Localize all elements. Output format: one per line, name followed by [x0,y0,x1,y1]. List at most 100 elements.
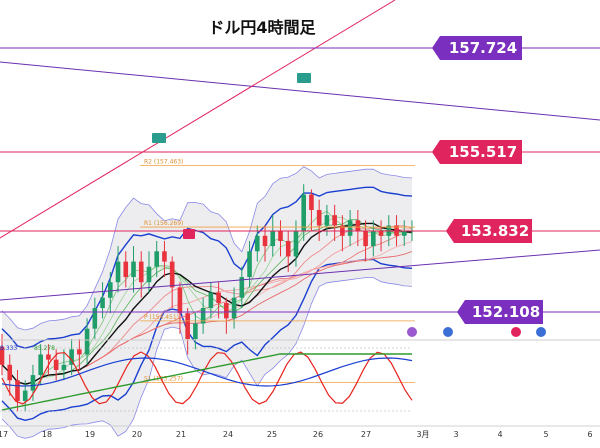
event-icon [407,327,417,337]
candle-body [84,328,90,355]
candle-body [131,261,136,278]
x-tick-label: 19 [85,430,95,439]
candle-body [355,220,361,231]
pivot-label: R2 (157.463) [144,158,183,165]
candle-body [169,261,175,288]
candle-body [46,354,51,360]
osc-value-label: 85.278 [34,345,55,352]
candle-body [38,354,43,376]
candle-body [138,261,144,283]
candle-body [146,266,152,283]
candle-body [371,230,376,247]
bollinger-band-fill [2,166,412,439]
x-tick-label: 3月 [416,430,429,439]
candle-body [332,215,337,226]
candle-body [401,230,407,236]
x-tick-label: 3 [453,430,458,439]
candle-body [30,375,36,391]
candle-body [123,261,129,278]
chart-title: ドル円4時間足 [208,18,316,37]
x-tick-label: 17 [0,430,8,439]
candlesticks [0,184,415,412]
price-badge-label: 155.517 [449,143,517,161]
signal-marker [183,229,195,239]
candle-body [193,323,198,339]
candle-body [309,194,314,210]
oscillator-panel: 8.333 85.278 [0,339,600,412]
candle-body [301,194,306,231]
candle-body [115,261,121,283]
candle-body [324,215,330,226]
signal-marker [152,133,166,143]
candle-body [53,359,59,370]
x-tick-label: 27 [361,430,371,439]
band-area [2,166,412,439]
candle-body [154,251,160,267]
candle-body [216,292,221,303]
candle-body [0,346,5,365]
candle-body [378,230,384,236]
x-tick-label: 18 [42,430,52,439]
event-icon [511,327,521,337]
candle-body [231,297,237,319]
candle-body [92,308,98,329]
candle-body [69,349,74,365]
price-badge [432,140,522,164]
candle-body [254,235,260,252]
candle-body [239,277,245,298]
price-badge [446,219,532,243]
candle-body [177,287,183,314]
candle-body [162,251,167,262]
candle-body [61,364,67,370]
osc-blue-line [1,357,413,387]
x-tick-label: 24 [223,430,233,439]
price-badge-label: 152.108 [472,303,540,321]
trend-line [0,0,396,239]
candle-body [270,230,276,247]
x-tick-label: 20 [132,430,142,439]
pivot-label: P (154.451) [144,314,179,321]
price-badge-label: 153.832 [461,222,529,240]
osc-red-line [1,351,413,405]
pivot-label: R1 (156.269) [144,220,183,227]
candle-body [200,308,206,324]
x-tick-label: 21 [176,430,186,439]
candle-body [363,230,368,247]
price-badge [432,36,522,60]
pivot-label: S1 (153.257) [144,375,183,382]
candle-body [108,282,113,298]
x-tick-label: 25 [267,430,277,439]
candle-body [316,209,322,226]
candle-body [247,251,252,278]
candle-body [100,297,105,309]
candle-body [185,313,190,339]
candle-body [22,390,28,401]
x-tick-label: 4 [497,430,502,439]
signal-marker [297,73,311,83]
candle-body [15,380,20,401]
price-badge-label: 157.724 [449,39,517,57]
candle-body [77,349,82,355]
x-tick-label: 26 [313,430,323,439]
bb-upper2 [1,186,413,349]
channel-lower-line [0,249,600,301]
osc-value-label: 8.333 [0,345,17,352]
bb-upper3 [1,166,413,331]
x-tick-label: 5 [543,430,548,439]
osc-green-line [1,353,412,411]
annotations: 157.724 155.517 153.832 152.108 R2 (157.463)… [0,0,600,383]
candle-body [278,230,283,241]
x-axis: 17 18 19 20 21 24 25 26 27 3月 3 4 5 6 [0,425,600,439]
candle-body [7,364,13,381]
candle-body [208,292,214,309]
x-tick-label: 6 [587,430,592,439]
candle-body [224,302,229,319]
price-badge [457,300,543,324]
candle-body [293,230,299,257]
candle-body [262,235,268,247]
candle-body [285,240,291,257]
event-icon [536,327,546,337]
candle-body [347,220,353,236]
event-icon [443,327,453,337]
